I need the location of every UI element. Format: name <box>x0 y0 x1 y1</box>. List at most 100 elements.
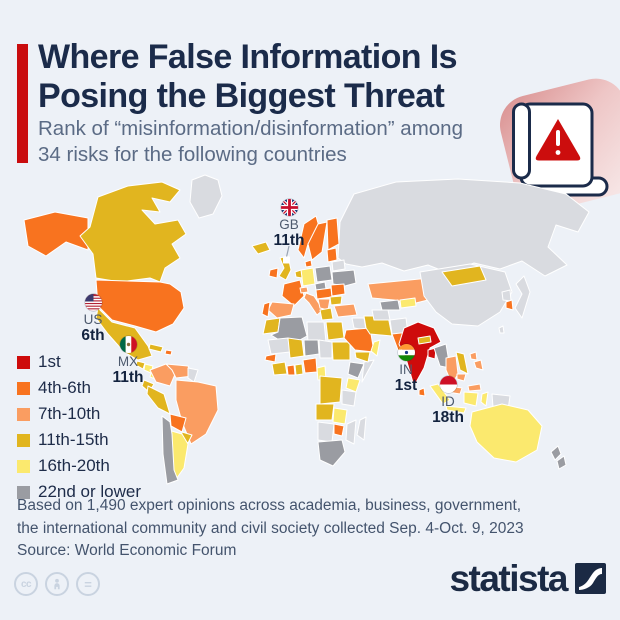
country-mexico <box>95 307 153 361</box>
legend-label: 4th-6th <box>38 378 91 397</box>
legend-label: 16th-20th <box>38 456 110 475</box>
country-peru <box>146 385 171 415</box>
statista-logo: statista <box>449 560 606 597</box>
country-kenya <box>345 377 361 393</box>
country-greece <box>319 307 334 321</box>
country-indonesia-borneo <box>463 391 479 407</box>
gb-map-marker <box>283 256 290 264</box>
country-new-zealand-north <box>550 445 562 461</box>
legend-row: 7th-10th <box>17 401 141 427</box>
legend-label: 11th-15th <box>38 430 109 449</box>
country-yemen <box>354 351 371 363</box>
country-bulgaria <box>329 295 343 306</box>
country-west-africa <box>271 361 288 376</box>
country-namibia-botswana <box>317 421 335 443</box>
country-guyanas <box>187 367 199 383</box>
legend-swatch-22nd-or-lower <box>17 485 30 499</box>
legend-row: 1st <box>17 349 141 375</box>
country-greenland <box>189 174 223 219</box>
gb-leader-line <box>285 245 290 258</box>
country-kyrgyzstan <box>399 297 417 309</box>
legend-swatch-7th-10th <box>17 407 30 421</box>
country-mongolia <box>441 265 487 287</box>
country-guatemala <box>135 360 146 370</box>
legend-row: 4th-6th <box>17 375 141 401</box>
license-icons: cc = <box>14 572 100 596</box>
country-romania <box>330 283 346 297</box>
country-nepal <box>417 335 432 345</box>
country-usa <box>95 279 185 333</box>
country-philippines <box>469 351 478 361</box>
country-south-africa <box>317 439 346 467</box>
country-senegal <box>264 353 277 363</box>
country-ethiopia <box>347 361 365 379</box>
country-ukraine <box>331 269 357 287</box>
legend-label: 22nd or lower <box>38 482 142 501</box>
country-finland <box>326 217 340 251</box>
country-uzbekistan <box>379 299 401 311</box>
country-malaysia-borneo <box>467 383 482 392</box>
country-new-zealand-south <box>556 455 567 470</box>
country-malaysia <box>447 385 463 395</box>
page-subtitle: Rank of “misinformation/disinformation” … <box>38 116 463 168</box>
country-zimbabwe <box>333 423 345 437</box>
country-poland <box>314 265 333 283</box>
country-philippines-south <box>473 359 484 371</box>
cc-label: cc <box>20 578 32 590</box>
person-glyph <box>54 578 60 590</box>
country-portugal <box>261 301 271 318</box>
country-venezuela <box>165 363 194 379</box>
legend-swatch-16th-20th <box>17 459 30 473</box>
country-egypt <box>325 321 345 341</box>
country-ireland <box>268 267 279 279</box>
country-chile <box>161 415 179 485</box>
country-china <box>419 263 513 327</box>
country-ivory-coast <box>286 364 296 376</box>
exclamation-bar <box>556 130 560 146</box>
country-angola <box>315 403 335 421</box>
statista-logo-mark <box>575 563 606 594</box>
country-australia <box>469 403 543 463</box>
exclamation-dot <box>555 150 561 155</box>
country-bangladesh <box>427 347 437 360</box>
title-line-2: Posing the Biggest Threat <box>38 77 445 115</box>
country-mauritania <box>267 337 291 355</box>
country-spain <box>267 301 295 319</box>
country-somalia <box>361 359 375 383</box>
legend-swatch-4th-6th <box>17 381 30 395</box>
legend-row: 16th-20th <box>17 453 141 479</box>
world-map <box>23 174 590 485</box>
country-canada <box>79 181 187 283</box>
country-japan <box>514 275 531 319</box>
accent-bar <box>17 44 28 163</box>
country-sudan <box>331 341 351 361</box>
country-turkmenistan <box>371 309 391 321</box>
country-belarus <box>331 259 346 272</box>
country-italy <box>303 292 324 316</box>
country-hispaniola <box>164 349 173 356</box>
country-cambodia <box>456 373 467 382</box>
country-benelux <box>294 269 303 279</box>
equals-label: = <box>84 576 92 592</box>
country-mali <box>287 337 305 359</box>
no-derivatives-icon: = <box>76 572 100 596</box>
scroll-left-curl <box>512 102 531 180</box>
country-cuba <box>148 343 164 353</box>
country-indonesia-java <box>445 405 467 414</box>
methodology-note: Based on 1,490 expert opinions across ac… <box>17 495 524 540</box>
cc-icon: cc <box>14 572 38 596</box>
page-title: Where False Information Is Posing the Bi… <box>38 38 458 116</box>
country-france <box>281 279 305 307</box>
legend-swatch-1st <box>17 355 30 369</box>
subtitle-line-1: Rank of “misinformation/disinformation” … <box>38 117 463 140</box>
country-indonesia-sumatra <box>429 383 451 405</box>
legend-row: 11th-15th <box>17 427 141 453</box>
country-morocco <box>262 317 281 335</box>
country-north-korea <box>501 289 512 302</box>
country-russia <box>337 178 590 277</box>
country-brazil <box>175 379 219 445</box>
legend-label: 7th-10th <box>38 404 101 423</box>
country-sri-lanka <box>418 387 426 397</box>
country-switzerland <box>299 286 309 294</box>
